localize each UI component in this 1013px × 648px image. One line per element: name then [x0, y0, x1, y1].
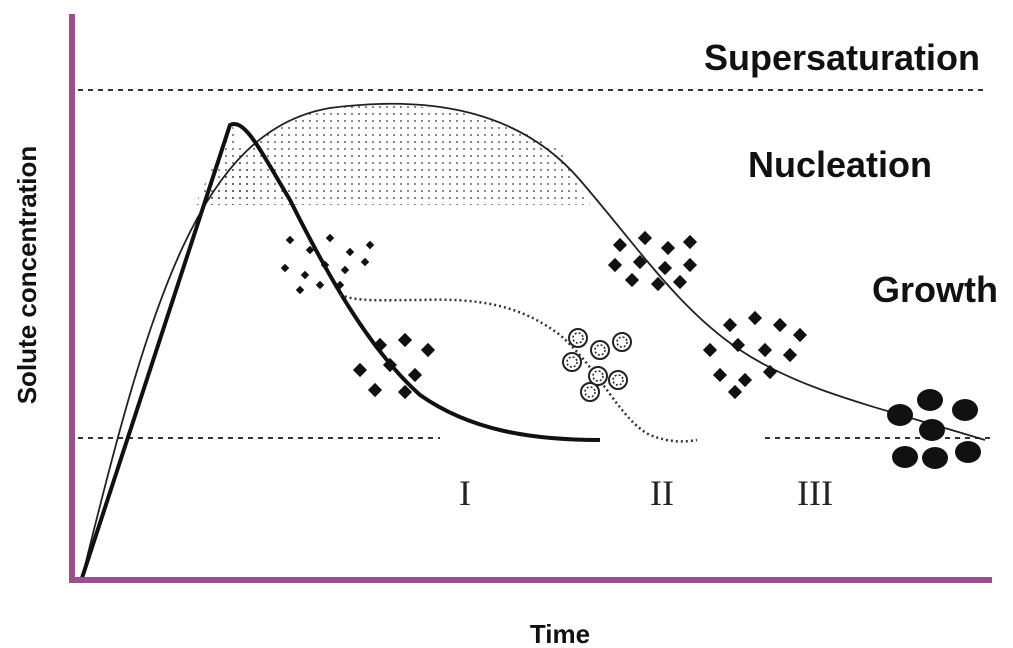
nucleation-shade — [205, 104, 590, 205]
nuclei-cluster — [280, 233, 375, 295]
growth-cluster-iii — [702, 310, 808, 400]
final-crystals — [887, 389, 981, 469]
curve-iii — [81, 102, 986, 579]
nuclei-cluster-iii — [607, 230, 698, 292]
region-label: Nucleation — [748, 144, 932, 185]
growth-cluster-i — [352, 332, 436, 400]
stage-label: I — [459, 473, 471, 513]
x-axis-label: Time — [530, 619, 590, 648]
stage-label: III — [797, 473, 833, 513]
region-label: Growth — [872, 269, 998, 310]
stage-label: II — [650, 473, 674, 513]
region-label: Supersaturation — [704, 37, 980, 78]
y-axis-label: Solute concentration — [12, 146, 42, 405]
curve-i — [80, 122, 601, 579]
growth-cluster-ii — [562, 328, 632, 402]
